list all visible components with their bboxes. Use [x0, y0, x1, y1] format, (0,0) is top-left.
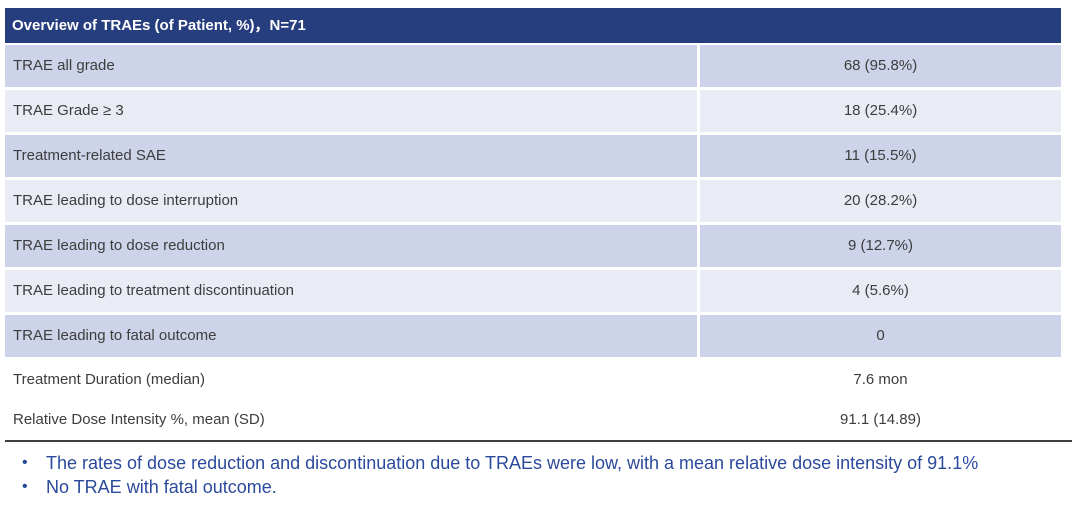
table-row: TRAE all grade 68 (95.8%): [5, 45, 1061, 87]
table-row: Treatment Duration (median) 7.6 mon: [5, 360, 1061, 400]
table-title: Overview of TRAEs (of Patient, %)，N=71: [12, 17, 306, 34]
row-value: 11 (15.5%): [700, 135, 1061, 177]
table-bottom-rule: [5, 440, 1072, 442]
row-value: 91.1 (14.89): [840, 411, 921, 428]
bullet-icon: •: [22, 454, 28, 471]
conclusion-notes: • The rates of dose reduction and discon…: [22, 451, 1078, 499]
row-value: 20 (28.2%): [700, 180, 1061, 222]
table-row: Treatment-related SAE 11 (15.5%): [5, 135, 1061, 177]
row-value: 18 (25.4%): [700, 90, 1061, 132]
trae-overview-table: Overview of TRAEs (of Patient, %)，N=71 T…: [5, 8, 1061, 440]
row-value: 0: [700, 315, 1061, 357]
row-label: TRAE leading to dose reduction: [5, 225, 697, 267]
row-value: 4 (5.6%): [700, 270, 1061, 312]
note-item: • No TRAE with fatal outcome.: [22, 475, 1078, 499]
table-row: TRAE Grade ≥ 3 18 (25.4%): [5, 90, 1061, 132]
table-title-bar: Overview of TRAEs (of Patient, %)，N=71: [5, 8, 1061, 43]
note-text: No TRAE with fatal outcome.: [46, 477, 277, 497]
table-row: Relative Dose Intensity %, mean (SD) 91.…: [5, 400, 1061, 440]
row-value: 68 (95.8%): [700, 45, 1061, 87]
row-value: 9 (12.7%): [700, 225, 1061, 267]
row-label: TRAE all grade: [5, 45, 697, 87]
row-label: TRAE leading to dose interruption: [5, 180, 697, 222]
note-item: • The rates of dose reduction and discon…: [22, 451, 1078, 475]
table-row: TRAE leading to treatment discontinuatio…: [5, 270, 1061, 312]
row-label: TRAE leading to fatal outcome: [5, 315, 697, 357]
row-label: Relative Dose Intensity %, mean (SD): [13, 411, 265, 428]
table-row: TRAE leading to dose interruption 20 (28…: [5, 180, 1061, 222]
note-text: The rates of dose reduction and disconti…: [46, 453, 979, 473]
bullet-icon: •: [22, 478, 28, 495]
row-label: Treatment-related SAE: [5, 135, 697, 177]
table-row: TRAE leading to fatal outcome 0: [5, 315, 1061, 357]
table-row: TRAE leading to dose reduction 9 (12.7%): [5, 225, 1061, 267]
row-label: TRAE Grade ≥ 3: [5, 90, 697, 132]
row-value: 7.6 mon: [853, 371, 908, 388]
row-label: Treatment Duration (median): [13, 371, 206, 388]
row-label: TRAE leading to treatment discontinuatio…: [5, 270, 697, 312]
